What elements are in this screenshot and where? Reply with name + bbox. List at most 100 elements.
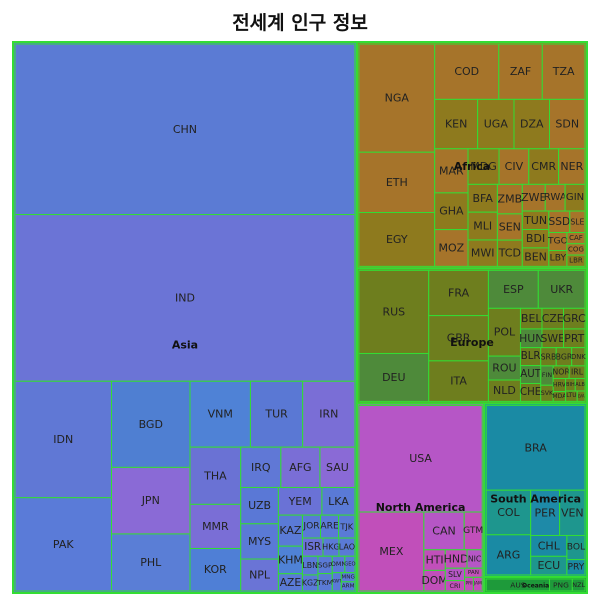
treemap-cell-eth[interactable] (358, 151, 436, 214)
country-label-zmb: ZMB (498, 193, 523, 206)
treemap-cell-deu[interactable] (358, 352, 430, 402)
treemap-cell-gha[interactable] (434, 192, 469, 231)
treemap-cell-rus[interactable] (358, 269, 430, 354)
country-label-ken: KEN (445, 118, 467, 131)
country-label-rus: RUS (382, 305, 405, 318)
treemap-cell-phl[interactable] (110, 533, 191, 592)
treemap-cell-moz[interactable] (434, 229, 469, 267)
treemap-cell-lka[interactable] (321, 486, 356, 516)
treemap-cell-col[interactable] (485, 489, 532, 536)
country-label-bra: BRA (524, 441, 547, 454)
country-label-bgr: BGR (556, 352, 573, 361)
country-label-mng: MNG (341, 574, 355, 580)
treemap-cell-cod[interactable] (434, 43, 500, 100)
country-label-isr: ISR (304, 541, 321, 553)
treemap-cell-mex[interactable] (358, 511, 425, 592)
treemap-cell-mys[interactable] (240, 523, 279, 560)
country-label-ssd: SSD (549, 216, 571, 228)
country-label-rou: ROU (492, 362, 516, 375)
country-label-zaf: ZAF (510, 65, 531, 78)
treemap-cell-ven[interactable] (559, 489, 586, 536)
treemap-cell-arm[interactable] (340, 581, 356, 592)
treemap-cell-lva[interactable] (576, 390, 586, 402)
treemap-cell-mmr[interactable] (189, 503, 242, 549)
country-label-vnm: VNM (208, 408, 233, 421)
country-label-blr: BLR (521, 351, 541, 362)
country-label-cmr: CMR (531, 160, 556, 173)
country-label-lby: LBY (550, 253, 567, 263)
treemap-cell-idn[interactable] (14, 380, 112, 499)
continent-label-oceania: Oceania (522, 582, 549, 589)
treemap-cell-jam[interactable] (472, 576, 483, 592)
country-label-pol: POL (494, 326, 516, 339)
treemap-cell-irn[interactable] (302, 380, 356, 448)
treemap-cell-nzl[interactable] (571, 578, 586, 592)
treemap-cell-dza[interactable] (513, 98, 550, 150)
treemap-cell-gbr[interactable] (428, 315, 489, 362)
country-label-prt: PRT (564, 332, 584, 345)
continent-group-europe: RUS DEU FRA GBR ITA ESP UKR POL ROU NLD BEL CZE GRC H… (355, 267, 588, 405)
country-label-ecu: ECU (537, 559, 560, 572)
country-label-bih: BIH (566, 382, 575, 388)
country-label-pri: PRI (465, 581, 472, 587)
country-label-gin: GIN (566, 192, 584, 203)
treemap-cell-uzb[interactable] (240, 486, 279, 525)
country-label-chl: CHL (538, 539, 561, 552)
country-label-sle: SLE (570, 217, 584, 226)
country-label-ita: ITA (450, 375, 467, 388)
country-label-ben: BEN (524, 251, 547, 264)
country-label-gtm: GTM (463, 526, 483, 536)
treemap-cell-sau[interactable] (319, 446, 356, 488)
treemap-cell-mar[interactable] (434, 148, 469, 194)
country-label-hti: HTI (426, 554, 444, 567)
treemap-cell-lbr[interactable] (566, 254, 586, 267)
treemap-cell-tza[interactable] (541, 43, 586, 100)
treemap-cell-civ[interactable] (498, 148, 530, 185)
country-label-hun: HUN (519, 332, 543, 345)
treemap-cell-ner[interactable] (558, 148, 586, 185)
country-label-bgd: BGD (139, 418, 163, 431)
treemap-cell-mwi[interactable] (467, 239, 498, 267)
country-label-cze: CZE (542, 312, 564, 325)
treemap-cell-mli[interactable] (467, 211, 498, 241)
country-label-dnk: DNK (571, 353, 586, 361)
treemap-cell-zmb[interactable] (496, 183, 523, 215)
country-label-zwe: ZWE (521, 191, 546, 204)
treemap-cell-vnm[interactable] (189, 380, 251, 448)
country-label-mmr: MMR (202, 520, 229, 533)
treemap-cell-khm[interactable] (277, 545, 303, 575)
treemap-cell-kor[interactable] (189, 547, 242, 592)
treemap-cell-fra[interactable] (428, 269, 489, 317)
treemap-cell-pak[interactable] (14, 497, 112, 592)
treemap-cell-ind[interactable] (14, 214, 356, 382)
treemap-cell-pry[interactable] (566, 559, 586, 576)
treemap-cell-ita[interactable] (428, 360, 489, 402)
country-label-nga: NGA (385, 92, 410, 105)
treemap-cell-irq[interactable] (240, 446, 282, 488)
country-label-nor: NOR (552, 368, 570, 377)
country-label-mdg: MDG (470, 160, 497, 173)
country-label-mys: MYS (248, 535, 271, 548)
treemap-cell-ukr[interactable] (537, 269, 586, 309)
treemap-cell-per[interactable] (530, 489, 561, 536)
country-label-eth: ETH (386, 176, 408, 189)
country-label-caf: CAF (569, 234, 583, 242)
country-label-slv: SLV (448, 570, 462, 579)
treemap-cell-tha[interactable] (189, 446, 242, 505)
treemap-cell-chn[interactable] (14, 43, 356, 216)
country-label-lva: LVA (578, 394, 585, 399)
country-label-nld: NLD (493, 384, 516, 397)
treemap-cell-sen[interactable] (496, 213, 523, 241)
treemap-cell-bfa[interactable] (467, 183, 498, 213)
treemap-cell-uga[interactable] (477, 98, 515, 150)
country-label-cod: COD (454, 65, 479, 78)
treemap-cell-egy[interactable] (358, 212, 436, 267)
country-label-egy: EGY (386, 233, 408, 246)
treemap-cell-bgd[interactable] (110, 380, 191, 468)
country-label-tkm: TKM (316, 578, 332, 587)
country-label-per: PER (535, 506, 557, 519)
country-label-fra: FRA (448, 286, 470, 299)
treemap-cell-jpn[interactable] (110, 466, 191, 535)
country-label-rwa: RWA (544, 192, 567, 203)
treemap-cell-bra[interactable] (485, 404, 586, 491)
